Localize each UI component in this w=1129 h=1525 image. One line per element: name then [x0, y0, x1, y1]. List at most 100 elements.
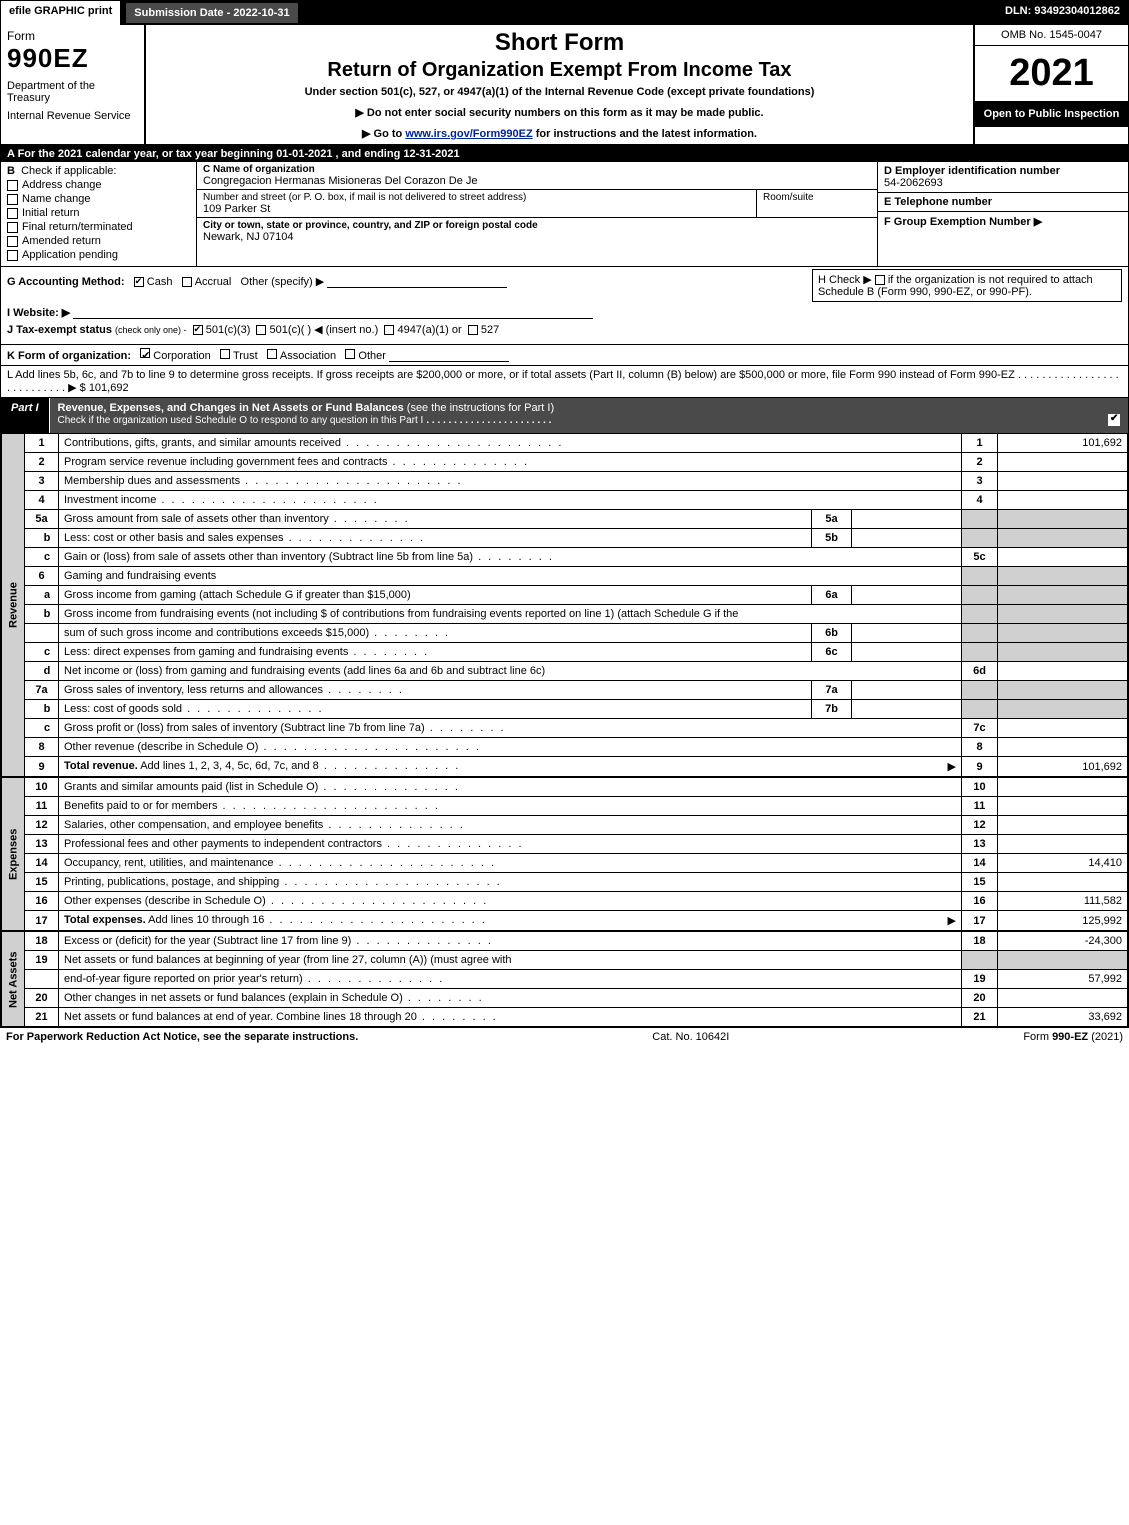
- right-line-value: 125,992: [998, 911, 1128, 931]
- table-row: 13Professional fees and other payments t…: [2, 835, 1128, 854]
- right-line-number: 3: [962, 472, 998, 491]
- inner-line-number: 7a: [812, 681, 852, 700]
- lbl-final-return: Final return/terminated: [22, 221, 133, 233]
- column-b: B Check if applicable: Address change Na…: [1, 162, 197, 266]
- footer-center: Cat. No. 10642I: [652, 1031, 729, 1043]
- efile-print-button[interactable]: efile GRAPHIC print: [1, 1, 122, 25]
- right-number-grey: [962, 605, 998, 624]
- k-corp: Corporation: [153, 350, 210, 362]
- column-def: D Employer identification number 54-2062…: [878, 162, 1128, 266]
- table-row: 12Salaries, other compensation, and empl…: [2, 816, 1128, 835]
- checkbox-name-change[interactable]: [7, 194, 18, 205]
- l-value: $ 101,692: [80, 382, 129, 394]
- inner-line-value: [852, 529, 962, 548]
- line-description: end-of-year figure reported on prior yea…: [59, 970, 962, 989]
- checkbox-application-pending[interactable]: [7, 250, 18, 261]
- line-number: 2: [25, 453, 59, 472]
- k-assoc: Association: [280, 350, 336, 362]
- line-number: 7a: [25, 681, 59, 700]
- checkbox-k-corporation[interactable]: ✔: [140, 348, 150, 358]
- checkbox-j-501c3[interactable]: [193, 325, 203, 335]
- i-website-input[interactable]: [73, 307, 593, 319]
- right-line-value: -24,300: [998, 932, 1128, 951]
- right-line-number: 8: [962, 738, 998, 757]
- checkbox-j-501c[interactable]: [256, 325, 266, 335]
- col-b-heading-text: Check if applicable:: [21, 165, 116, 177]
- col-b-letter: B: [7, 165, 15, 177]
- checkbox-g-cash[interactable]: [134, 277, 144, 287]
- form-word: Form: [7, 29, 138, 43]
- line-number: 16: [25, 892, 59, 911]
- e-phone-label: E Telephone number: [884, 196, 1122, 208]
- line-number: 9: [25, 757, 59, 777]
- line-description: Gross income from fundraising events (no…: [59, 605, 962, 624]
- checkbox-g-accrual[interactable]: [182, 277, 192, 287]
- open-to-public: Open to Public Inspection: [975, 101, 1128, 127]
- line-number: 5a: [25, 510, 59, 529]
- line-number: 13: [25, 835, 59, 854]
- table-row: 20Other changes in net assets or fund ba…: [2, 989, 1128, 1008]
- line-description: sum of such gross income and contributio…: [59, 624, 812, 643]
- checkbox-j-4947[interactable]: [384, 325, 394, 335]
- checkbox-j-527[interactable]: [468, 325, 478, 335]
- right-line-value: [998, 873, 1128, 892]
- g-accrual: Accrual: [195, 276, 232, 288]
- title-short-form: Short Form: [156, 29, 963, 57]
- table-row: 4Investment income4: [2, 491, 1128, 510]
- table-row: 21Net assets or fund balances at end of …: [2, 1008, 1128, 1027]
- footer-right-pre: Form: [1023, 1031, 1052, 1043]
- line-description: Printing, publications, postage, and shi…: [59, 873, 962, 892]
- part1-title: Revenue, Expenses, and Changes in Net As…: [50, 398, 1128, 433]
- lbl-initial-return: Initial return: [22, 207, 79, 219]
- col-b-heading: B Check if applicable:: [7, 165, 190, 177]
- checkbox-address-change[interactable]: [7, 180, 18, 191]
- line-number: b: [25, 529, 59, 548]
- line-description: Gaming and fundraising events: [59, 567, 962, 586]
- k-label: K Form of organization:: [7, 350, 131, 362]
- c-name-value: Congregacion Hermanas Misioneras Del Cor…: [203, 175, 871, 187]
- checkbox-initial-return[interactable]: [7, 208, 18, 219]
- k-row: K Form of organization: ✔ Corporation Tr…: [1, 345, 1128, 366]
- line-number: 3: [25, 472, 59, 491]
- table-row: aGross income from gaming (attach Schedu…: [2, 586, 1128, 605]
- line-description: Less: cost or other basis and sales expe…: [59, 529, 812, 548]
- line-number: 4: [25, 491, 59, 510]
- irs-link[interactable]: www.irs.gov/Form990EZ: [405, 128, 532, 140]
- right-number-grey: [962, 681, 998, 700]
- table-row: Net Assets18Excess or (deficit) for the …: [2, 932, 1128, 951]
- side-label-expenses: Expenses: [2, 778, 25, 931]
- k-other: Other: [358, 350, 386, 362]
- checkbox-k-trust[interactable]: [220, 349, 230, 359]
- line-description: Excess or (deficit) for the year (Subtra…: [59, 932, 962, 951]
- subtitle: Under section 501(c), 527, or 4947(a)(1)…: [156, 86, 963, 98]
- inner-line-number: 7b: [812, 700, 852, 719]
- c-room-suite: Room/suite: [757, 190, 877, 217]
- k-other-input[interactable]: [389, 350, 509, 362]
- checkbox-k-other[interactable]: [345, 349, 355, 359]
- right-number-grey: [962, 567, 998, 586]
- right-number-grey: [962, 951, 998, 970]
- table-row: 16Other expenses (describe in Schedule O…: [2, 892, 1128, 911]
- g-other-input[interactable]: [327, 276, 507, 288]
- line-description: Gain or (loss) from sale of assets other…: [59, 548, 962, 567]
- line-description: Total revenue. Add lines 1, 2, 3, 4, 5c,…: [59, 757, 962, 777]
- line-description: Other changes in net assets or fund bala…: [59, 989, 962, 1008]
- checkbox-k-association[interactable]: [267, 349, 277, 359]
- checkbox-h-schedule-b[interactable]: [875, 275, 885, 285]
- form-number: 990EZ: [7, 43, 138, 74]
- line-number: 20: [25, 989, 59, 1008]
- line-number: [25, 970, 59, 989]
- line-description: Benefits paid to or for members: [59, 797, 962, 816]
- checkbox-final-return[interactable]: [7, 222, 18, 233]
- right-value-grey: [998, 643, 1128, 662]
- table-row: 7aGross sales of inventory, less returns…: [2, 681, 1128, 700]
- right-line-value: [998, 453, 1128, 472]
- dept-treasury: Department of the Treasury: [7, 80, 138, 104]
- right-line-number: 14: [962, 854, 998, 873]
- checkbox-part1-schedule-o[interactable]: [1108, 414, 1120, 426]
- submission-date-label: Submission Date - 2022-10-31: [124, 1, 299, 25]
- j-501c3: 501(c)(3): [206, 324, 251, 336]
- checkbox-amended-return[interactable]: [7, 236, 18, 247]
- side-label-net-assets: Net Assets: [2, 932, 25, 1027]
- ghij-block: H Check ▶ if the organization is not req…: [1, 267, 1128, 345]
